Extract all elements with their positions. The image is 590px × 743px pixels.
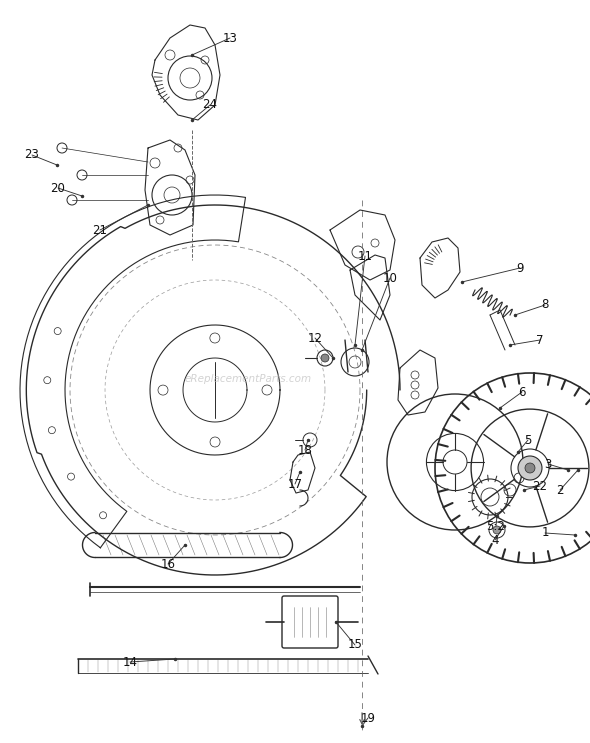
Text: 11: 11 (358, 250, 372, 262)
Circle shape (321, 354, 329, 362)
Text: 12: 12 (307, 331, 323, 345)
Circle shape (518, 456, 542, 480)
Text: 3: 3 (545, 458, 552, 470)
Text: 5:2: 5:2 (487, 519, 506, 533)
Text: 13: 13 (222, 31, 237, 45)
Text: 7: 7 (536, 334, 544, 346)
Text: 10: 10 (382, 271, 398, 285)
Text: 18: 18 (297, 444, 313, 456)
Circle shape (493, 526, 501, 534)
Text: 6: 6 (518, 386, 526, 398)
Text: 22: 22 (533, 479, 548, 493)
Text: 5: 5 (525, 433, 532, 447)
Text: 20: 20 (51, 181, 65, 195)
Text: 14: 14 (123, 655, 137, 669)
Text: 21: 21 (93, 224, 107, 236)
Circle shape (525, 463, 535, 473)
Text: 8: 8 (541, 299, 549, 311)
Text: 23: 23 (25, 149, 40, 161)
Text: 1: 1 (541, 527, 549, 539)
Text: eReplacementParts.com: eReplacementParts.com (184, 374, 312, 384)
Text: 15: 15 (348, 638, 362, 652)
Text: 19: 19 (360, 712, 375, 724)
Text: 4: 4 (491, 533, 499, 547)
Text: 16: 16 (160, 557, 175, 571)
Text: 9: 9 (516, 262, 524, 274)
Text: 2: 2 (556, 484, 564, 496)
Text: 24: 24 (202, 99, 218, 111)
Text: 17: 17 (287, 478, 303, 490)
